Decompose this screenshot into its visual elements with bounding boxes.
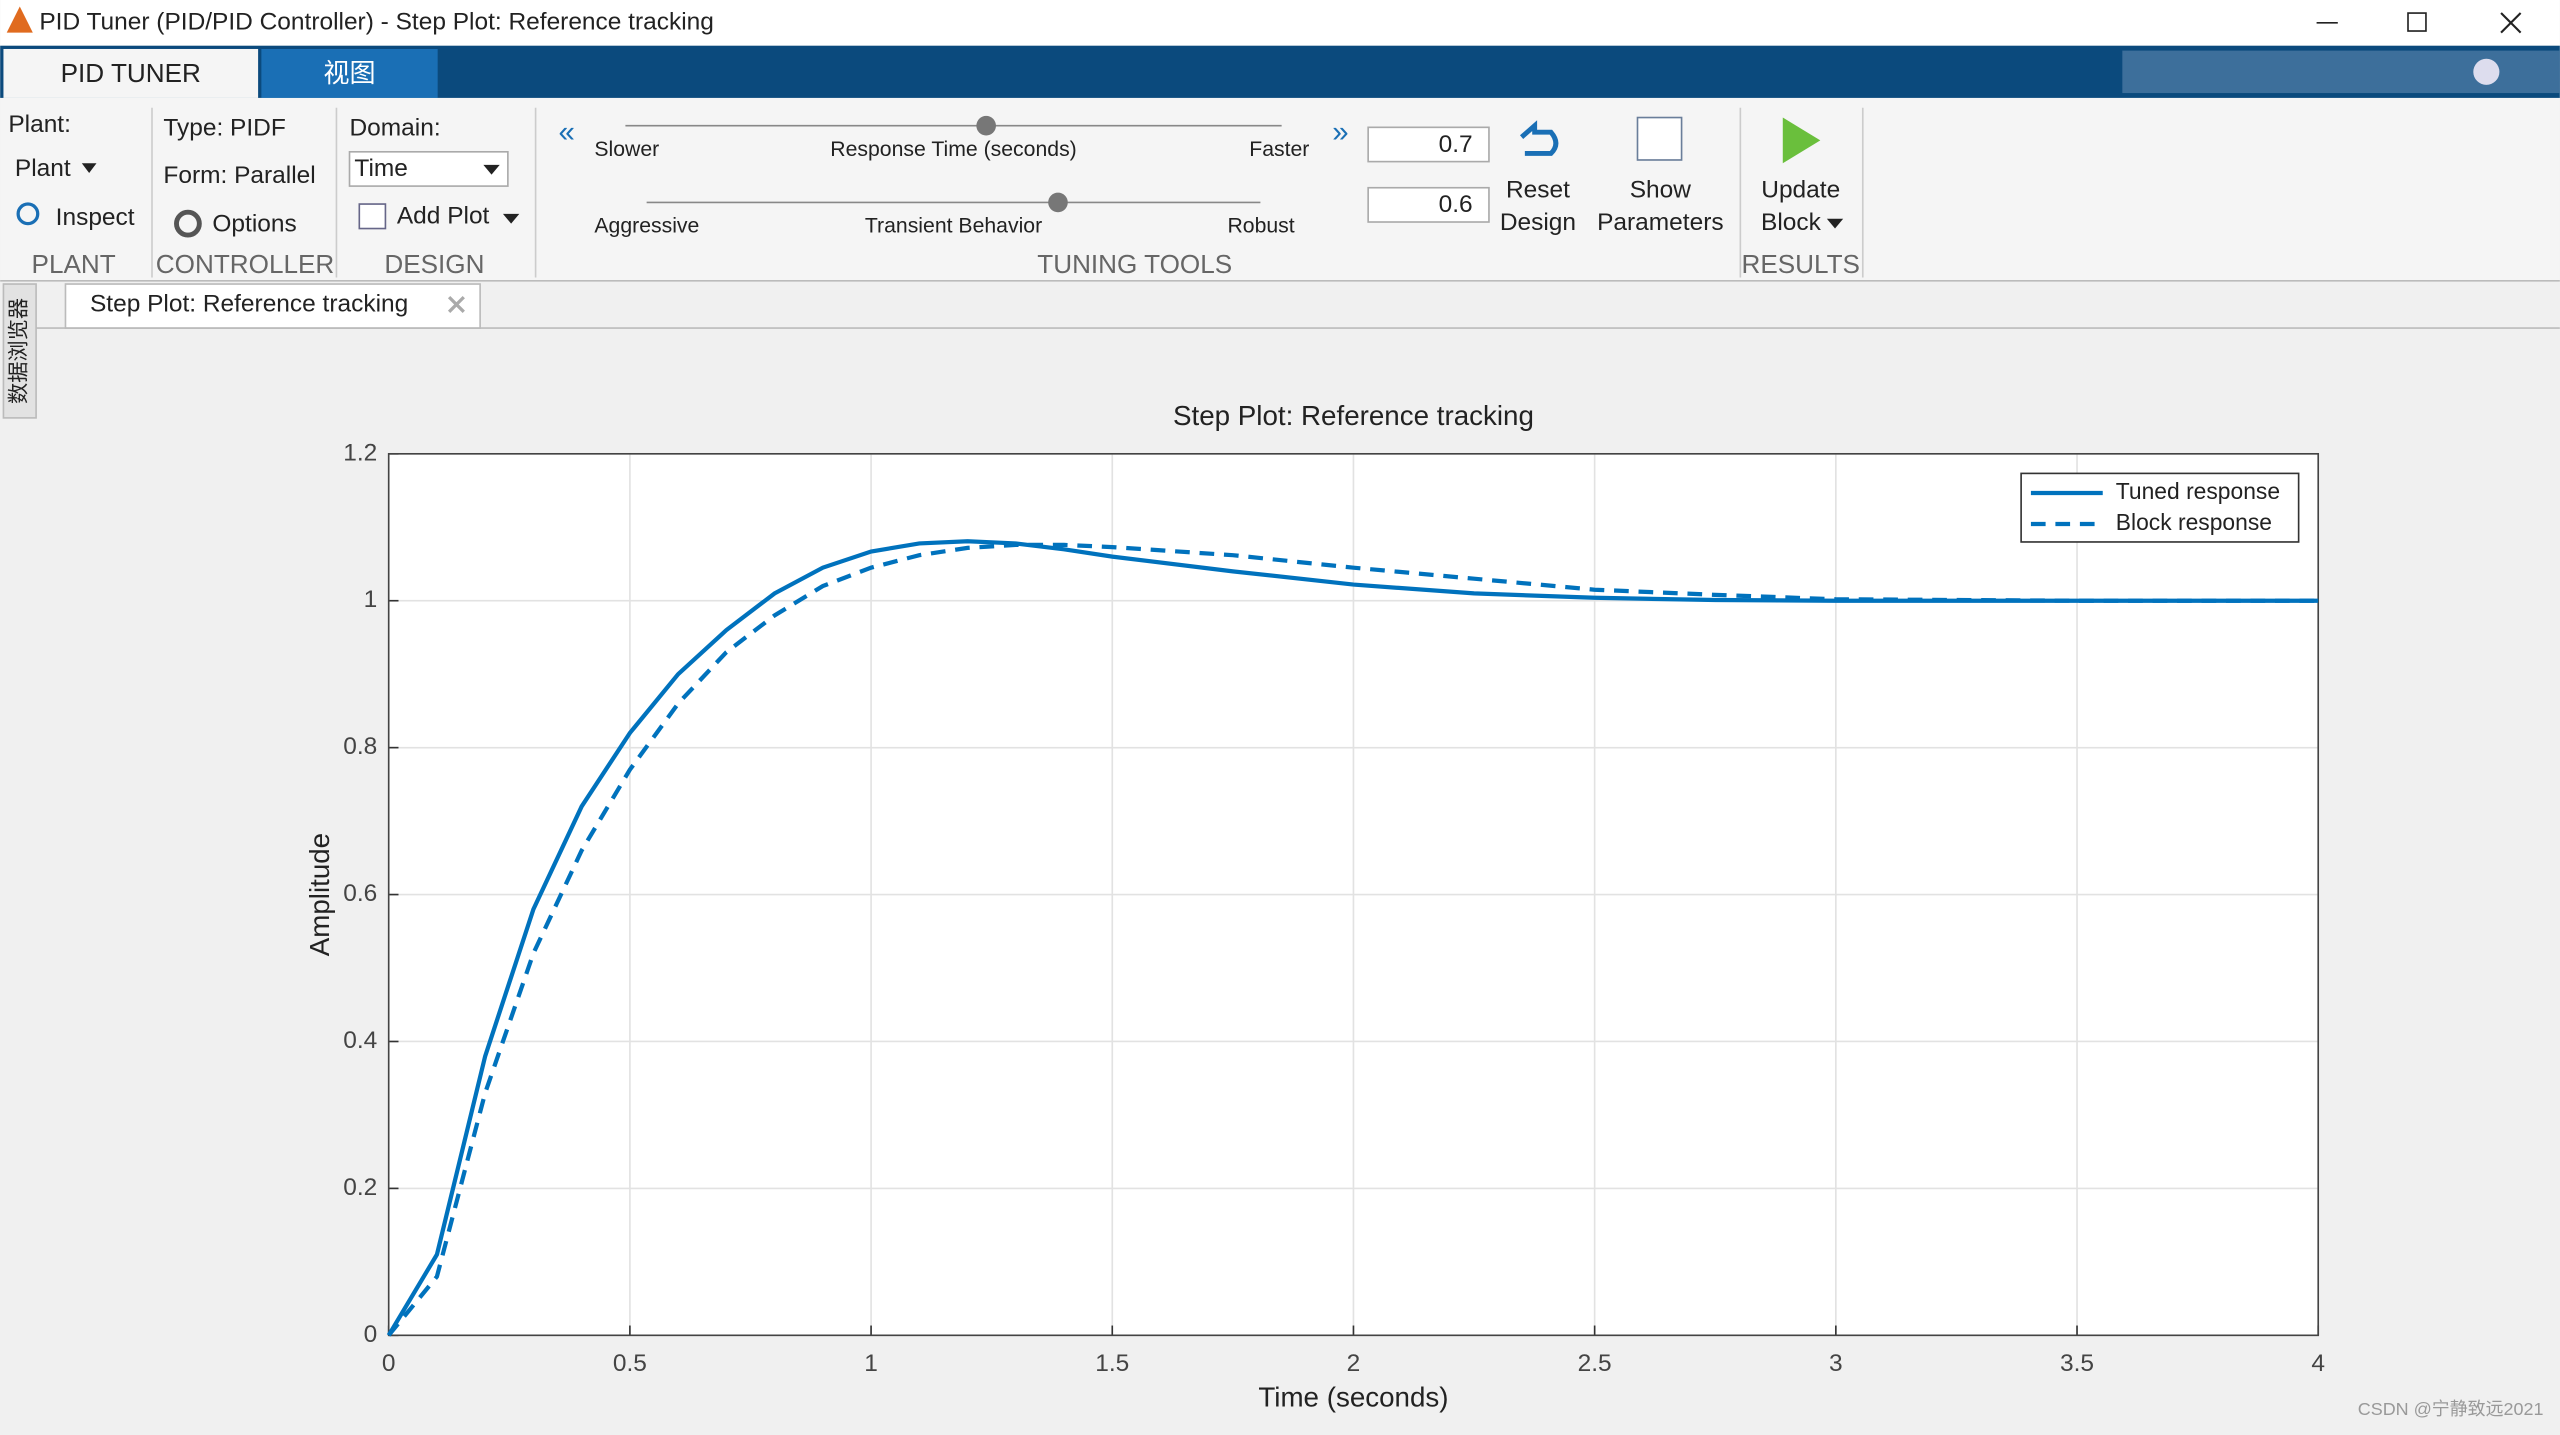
faster-arrow[interactable]: » [1332, 116, 1348, 149]
add-plot-icon [358, 203, 387, 230]
transient-slider-thumb[interactable] [1048, 192, 1068, 213]
plant-label: Plant: [8, 111, 71, 138]
group-label: CONTROLLER [156, 249, 334, 279]
dropdown-arrow [81, 163, 97, 174]
tab-pid-tuner[interactable] [3, 48, 259, 98]
reset-button[interactable]: Reset [1506, 176, 1570, 203]
domain-label: Domain: [350, 114, 441, 141]
window-title: PID Tuner (PID/PID Controller) - Step Pl… [39, 8, 714, 35]
help-button[interactable] [2473, 58, 2500, 85]
slider-label: Faster [1249, 138, 1309, 161]
legend-label: Tuned response [2116, 478, 2280, 504]
x-tick-label: 0.5 [613, 1350, 647, 1377]
reset-icon [1519, 120, 1559, 156]
dropdown-arrow [1826, 218, 1844, 229]
controller-form: Form: Parallel [163, 162, 315, 189]
document-tab[interactable] [64, 283, 481, 329]
slider-label: Response Time (seconds) [830, 138, 1076, 161]
y-tick-label: 0.8 [343, 733, 377, 760]
restore-button[interactable] [2407, 12, 2427, 32]
plant-dropdown[interactable]: Plant [15, 155, 71, 182]
reset-button[interactable]: Design [1500, 209, 1576, 236]
inspect-button[interactable]: Inspect [56, 204, 135, 231]
side-panel-label[interactable]: 数据浏览器 [6, 298, 30, 404]
legend [2020, 472, 2300, 543]
x-tick-label: 2.5 [1578, 1350, 1612, 1377]
parameters-icon [1636, 116, 1683, 161]
slider-label: Robust [1227, 215, 1294, 238]
app-icon [6, 6, 33, 33]
tab-label[interactable]: PID TUNER [61, 58, 201, 88]
series-line [387, 542, 2319, 1337]
slider-label: Slower [594, 138, 659, 161]
x-tick-label: 1.5 [1095, 1350, 1129, 1377]
x-tick-label: 2 [1347, 1350, 1361, 1377]
domain-select[interactable] [348, 150, 509, 187]
dropdown-arrow [502, 213, 520, 224]
slider-label: Transient Behavior [865, 215, 1042, 238]
y-axis-label: Amplitude [304, 833, 335, 956]
y-tick-label: 0 [364, 1321, 378, 1348]
x-tick-label: 3 [1829, 1350, 1843, 1377]
legend-label: Block response [2116, 509, 2272, 535]
inspect-icon [16, 202, 40, 226]
y-tick-label: 0.4 [343, 1027, 377, 1054]
group-label: DESIGN [384, 249, 484, 279]
update-icon [1782, 117, 1821, 164]
add-plot-button[interactable]: Add Plot [397, 203, 490, 230]
options-icon [174, 209, 202, 238]
close-button[interactable] [2500, 12, 2522, 34]
controller-type: Type: PIDF [163, 114, 285, 141]
response-time-input[interactable] [1367, 126, 1490, 163]
title-bar [0, 0, 2560, 46]
transient-value[interactable]: 0.6 [1439, 191, 1473, 218]
x-tick-label: 3.5 [2060, 1350, 2094, 1377]
slower-arrow[interactable]: « [558, 116, 574, 149]
dropdown-arrow [483, 164, 500, 175]
tab-label[interactable]: 视图 [323, 58, 375, 88]
x-tick-label: 1 [864, 1350, 878, 1377]
group-label: RESULTS [1741, 249, 1860, 279]
response-slider-thumb[interactable] [976, 115, 996, 136]
x-axis-label: Time (seconds) [1258, 1381, 1448, 1412]
document-tab-label[interactable]: Step Plot: Reference tracking [90, 291, 408, 318]
y-tick-label: 0.6 [343, 880, 377, 907]
x-tick-label: 4 [2311, 1350, 2325, 1377]
toolstrip [0, 97, 2560, 281]
slider-label: Aggressive [594, 215, 699, 238]
chart: Step Plot: Reference tracking Time (secon… [304, 400, 2325, 1412]
group-label: PLANT [32, 249, 116, 279]
transient-input[interactable] [1367, 186, 1490, 223]
update-block-button[interactable]: Update [1761, 176, 1840, 203]
tab-close[interactable] [447, 295, 465, 313]
y-tick-label: 0.2 [343, 1174, 377, 1201]
response-time-value[interactable]: 0.7 [1439, 131, 1473, 158]
series-line [386, 539, 2319, 1337]
options-button[interactable]: Options [212, 211, 296, 238]
watermark: CSDN @宁静致远2021 [2358, 1399, 2544, 1419]
show-parameters-button[interactable]: Show [1630, 176, 1692, 203]
plot-frame [387, 452, 2320, 1337]
y-tick-label: 1 [364, 586, 378, 613]
tab-view[interactable] [261, 48, 438, 98]
group-label: TUNING TOOLS [1037, 249, 1232, 279]
update-block-button[interactable]: Block [1761, 209, 1822, 236]
x-tick-label: 0 [382, 1350, 396, 1377]
side-panel[interactable] [2, 283, 37, 419]
show-parameters-button[interactable]: Parameters [1597, 209, 1723, 236]
chart-title: Step Plot: Reference tracking [1173, 400, 1534, 431]
y-tick-label: 1.2 [343, 439, 377, 466]
domain-value[interactable]: Time [354, 155, 407, 182]
